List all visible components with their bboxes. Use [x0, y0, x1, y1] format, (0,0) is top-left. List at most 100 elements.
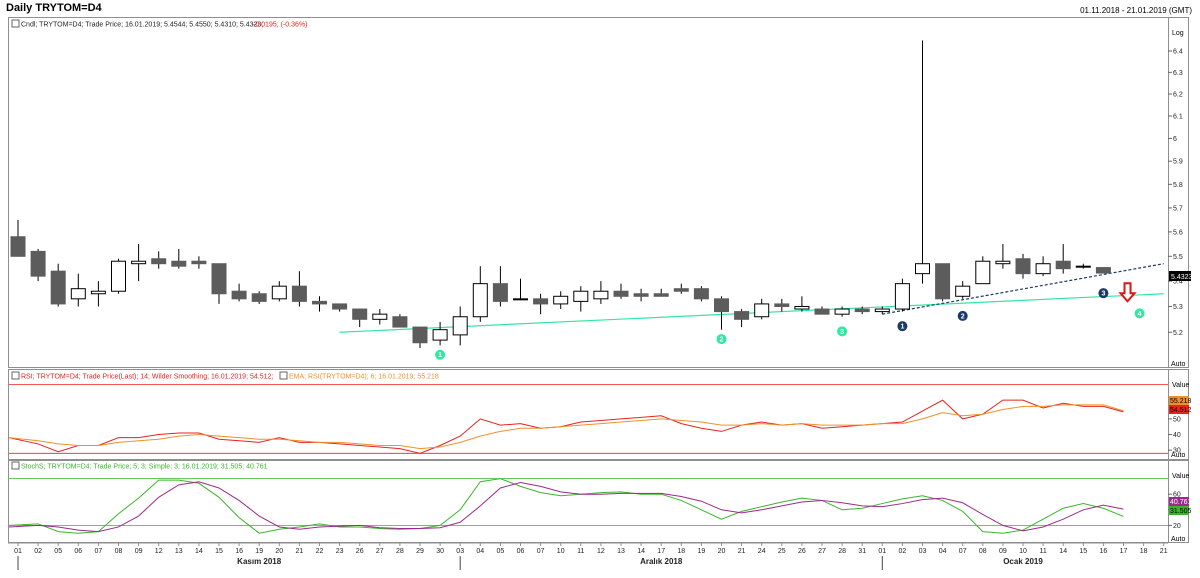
- x-tick-label: 27: [818, 548, 826, 555]
- candle-body: [131, 260, 147, 265]
- x-tick-label: 14: [637, 548, 645, 555]
- candle-body: [70, 288, 86, 300]
- rsi-series-line: [8, 404, 1124, 450]
- candle-body: [553, 295, 569, 305]
- price-tick-label: 6: [1173, 136, 1177, 143]
- rsi-legend-icon[interactable]: [11, 371, 20, 380]
- x-tick-label: 07: [95, 548, 103, 555]
- candle-body: [693, 288, 709, 300]
- x-tick-label: 09: [135, 548, 143, 555]
- x-tick-label: 07: [537, 548, 545, 555]
- price-scale-frame: [1168, 17, 1189, 368]
- x-tick-label: 05: [54, 548, 62, 555]
- price-legend-icon[interactable]: [11, 19, 20, 28]
- x-tick-label: 13: [175, 548, 183, 555]
- rsi-tick-label: 50: [1173, 416, 1181, 423]
- x-tick-label: 12: [597, 548, 605, 555]
- candle-body: [734, 311, 750, 320]
- candle-body: [1095, 267, 1111, 274]
- ema-legend: EMA; RSI(TRYTOM=D4); 6; 16.01.2019; 55.2…: [289, 374, 439, 381]
- trend-point-marker: [1134, 308, 1145, 319]
- candle-body: [111, 260, 126, 292]
- rsi-tick-label: 30: [1173, 448, 1181, 455]
- trend-point-marker: [435, 349, 446, 360]
- candle-body: [513, 298, 528, 301]
- x-month-label: Ocak 2019: [1003, 557, 1043, 566]
- x-tick-label: 19: [698, 548, 706, 555]
- x-tick-label: 01: [14, 548, 22, 555]
- ema-value-tag-bg: [1169, 396, 1189, 405]
- trend-point-label: 1: [900, 324, 904, 331]
- x-tick-label: 26: [356, 548, 364, 555]
- candle-body: [1015, 258, 1031, 275]
- x-tick-label: 14: [1059, 548, 1067, 555]
- stoch-k-tag: 31.505: [1170, 508, 1192, 515]
- candle-body: [794, 305, 810, 310]
- candle-body: [714, 298, 729, 313]
- x-tick-label: 13: [617, 548, 625, 555]
- x-tick-label: 03: [919, 548, 927, 555]
- price-tick-label: 5.8: [1173, 182, 1183, 189]
- x-tick-label: 25: [778, 548, 786, 555]
- green-trendline: [339, 293, 1164, 333]
- rsi-scale-frame: [1168, 369, 1189, 460]
- candle-body: [1075, 265, 1091, 268]
- x-tick-label: 23: [336, 548, 344, 555]
- stoch-series-line: [8, 481, 1124, 533]
- x-tick-label: 29: [416, 548, 424, 555]
- trend-point-label: 4: [1138, 311, 1142, 318]
- x-tick-label: 06: [74, 548, 82, 555]
- price-panel-frame: [8, 17, 1169, 368]
- candle-body: [10, 236, 26, 257]
- trend-point-marker: [897, 321, 908, 332]
- x-tick-label: 20: [275, 548, 283, 555]
- ema-legend-icon[interactable]: [279, 371, 288, 380]
- x-tick-label: 18: [677, 548, 685, 555]
- rsi-tick-label: 40: [1173, 432, 1181, 439]
- candle-body: [412, 326, 428, 344]
- candle-body: [392, 316, 408, 328]
- x-tick-label: 08: [115, 548, 123, 555]
- price-legend: Cndl; TRYTOM=D4; Trade Price; 16.01.2019…: [21, 22, 263, 29]
- x-tick-label: 24: [758, 548, 766, 555]
- candle-body: [312, 300, 327, 305]
- price-auto-label[interactable]: Auto: [1171, 361, 1186, 368]
- candle-body: [171, 260, 187, 267]
- price-tick-label: 6.2: [1173, 92, 1183, 99]
- trend-point-label: 3: [1101, 291, 1105, 298]
- x-tick-label: 04: [939, 548, 947, 555]
- candle-body: [352, 308, 368, 320]
- x-tick-label: 21: [738, 548, 746, 555]
- price-tick-label: 5.6: [1173, 229, 1183, 236]
- x-tick-label: 21: [296, 548, 304, 555]
- x-tick-label: 28: [396, 548, 404, 555]
- trend-point-label: 2: [720, 337, 724, 344]
- x-tick-label: 16: [1100, 548, 1108, 555]
- rsi-auto-label[interactable]: Auto: [1171, 452, 1186, 459]
- price-tick-label: 6.4: [1173, 49, 1183, 56]
- stoch-auto-label[interactable]: Auto: [1171, 536, 1186, 543]
- candle-body: [894, 283, 910, 310]
- price-tick-label: 5.9: [1173, 159, 1183, 166]
- trend-point-label: 3: [840, 329, 844, 336]
- x-tick-label: 07: [959, 548, 967, 555]
- candle-body: [191, 260, 207, 265]
- x-tick-label: 15: [1079, 548, 1087, 555]
- stoch-legend-icon[interactable]: [11, 461, 20, 470]
- candle-body: [573, 290, 589, 302]
- x-tick-label: 02: [899, 548, 907, 555]
- rsi-value-tag: 54.512: [1170, 407, 1192, 414]
- candle-body: [915, 263, 930, 275]
- price-tick-label: 5.5: [1173, 254, 1183, 261]
- ema-value-tag: 55.218: [1170, 398, 1192, 405]
- candle-body: [372, 313, 388, 320]
- x-tick-label: 27: [376, 548, 384, 555]
- candle-body: [533, 298, 549, 305]
- x-tick-label: 08: [979, 548, 987, 555]
- x-tick-label: 26: [798, 548, 806, 555]
- x-tick-label: 03: [456, 548, 464, 555]
- rsi-plot: 30 40 50: [8, 384, 1181, 455]
- trend-point-label: 2: [961, 313, 965, 320]
- chart-title: Daily TRYTOM=D4: [6, 2, 102, 14]
